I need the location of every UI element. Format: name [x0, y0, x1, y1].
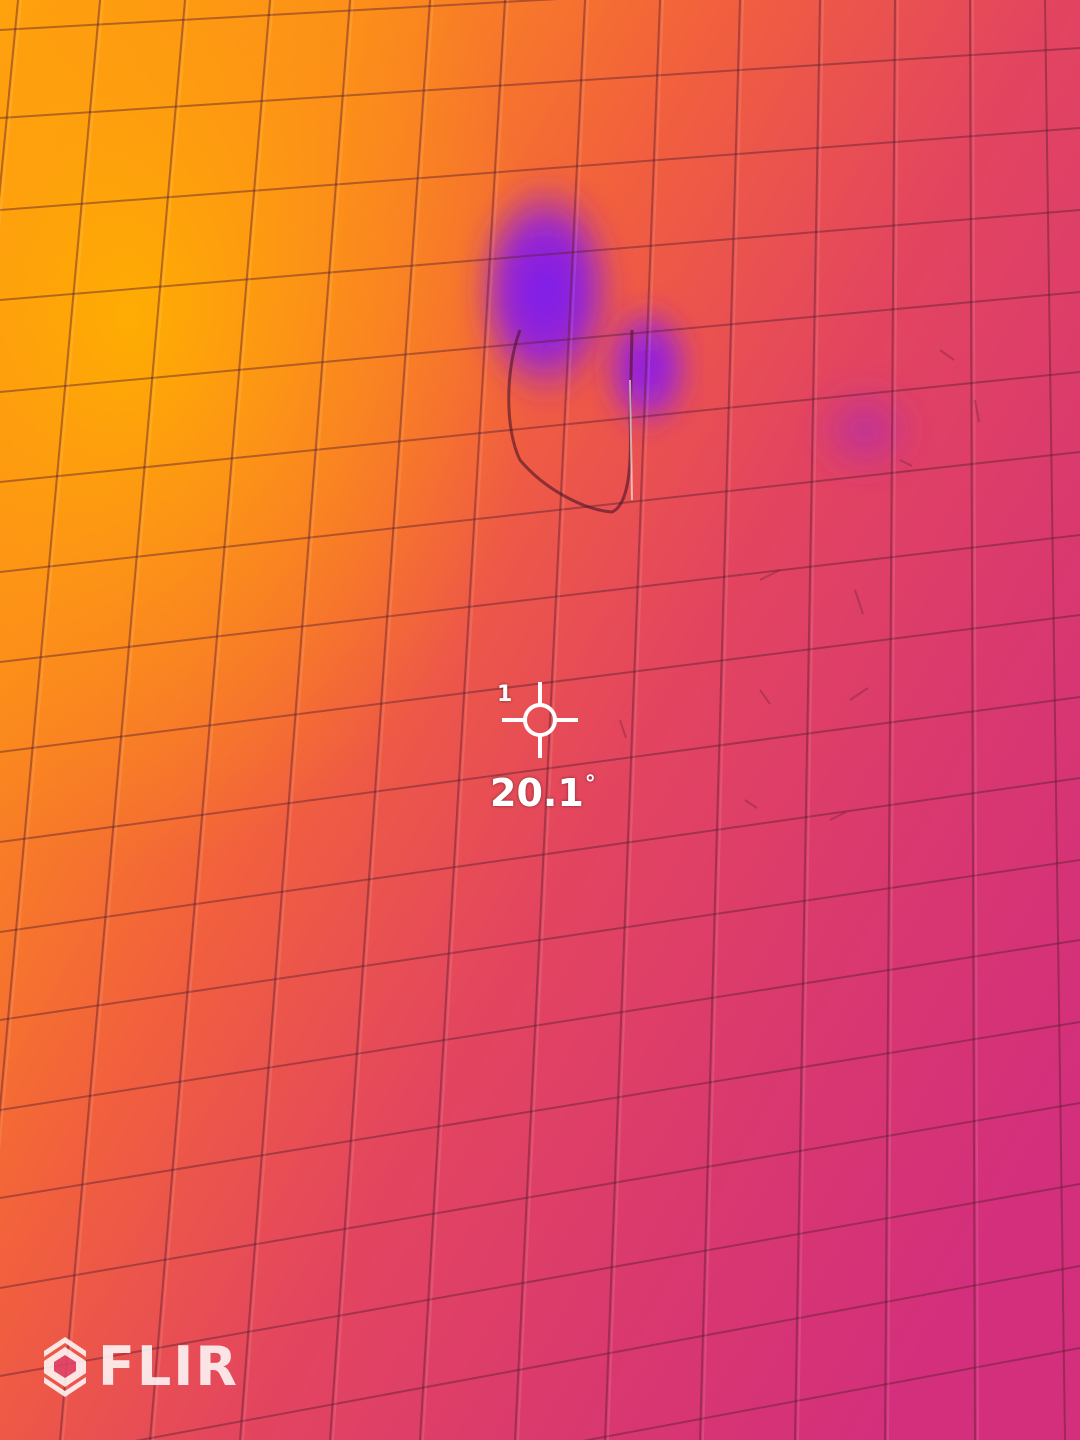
- flir-logo-text: FLIR: [98, 1335, 239, 1398]
- temperature-value: 20.1: [490, 771, 584, 815]
- temperature-unit: °: [584, 772, 596, 797]
- flir-logo-icon: [44, 1337, 86, 1397]
- temperature-readout: 20.1°: [490, 771, 596, 815]
- spot-index-label: 1: [497, 682, 513, 707]
- spot-measurement[interactable]: 1 20.1°: [490, 676, 600, 816]
- fixture-outline: [507, 329, 634, 514]
- flir-logo: FLIR: [40, 1332, 239, 1402]
- crosshair-icon: [502, 682, 578, 758]
